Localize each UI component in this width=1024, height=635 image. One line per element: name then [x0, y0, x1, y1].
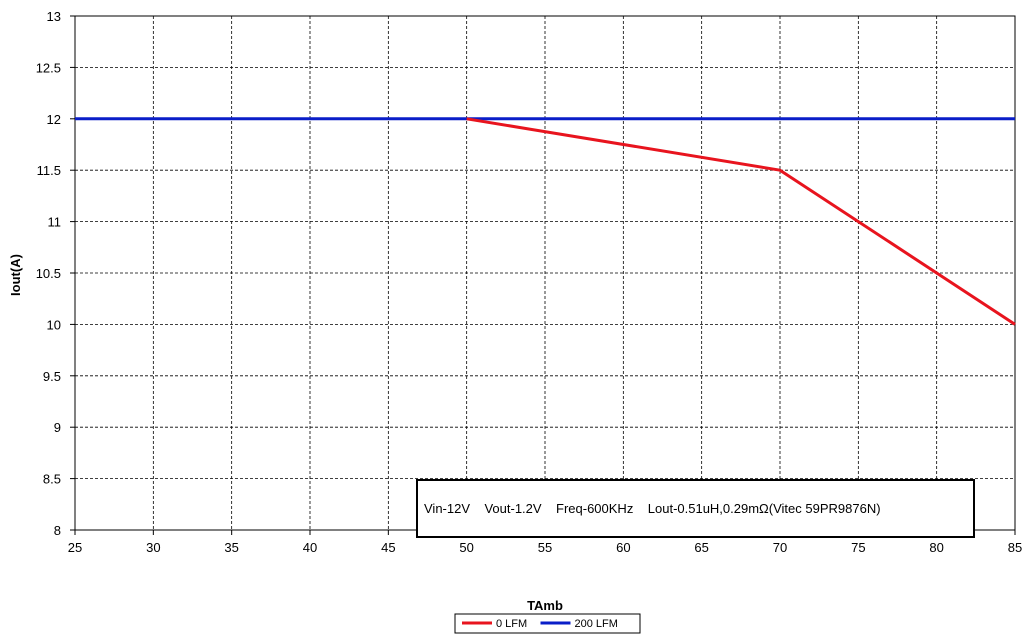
- x-tick-label: 85: [1008, 540, 1022, 555]
- y-tick-label: 12: [47, 112, 61, 127]
- x-tick-label: 50: [459, 540, 473, 555]
- y-tick-label: 8.5: [43, 472, 61, 487]
- y-tick-label: 11: [48, 215, 62, 230]
- y-tick-label: 9: [54, 420, 61, 435]
- x-tick-label: 55: [538, 540, 552, 555]
- series-line-0-lfm: [466, 117, 1016, 326]
- y-tick-label: 11.5: [37, 163, 61, 178]
- x-tick-label: 30: [146, 540, 160, 555]
- y-tick-label: 12.5: [36, 60, 61, 75]
- series-lines: [75, 117, 1016, 326]
- y-tick-label: 10: [47, 317, 61, 332]
- legend-label: 200 LFM: [575, 618, 618, 630]
- x-tick-label: 45: [381, 540, 395, 555]
- y-tick-label: 9.5: [43, 369, 61, 384]
- x-tick-label: 75: [851, 540, 865, 555]
- y-tick-label: 10.5: [36, 266, 61, 281]
- x-tick-label: 70: [773, 540, 787, 555]
- y-tick-label: 8: [54, 523, 61, 538]
- legend-label: 0 LFM: [496, 618, 527, 630]
- x-tick-labels: 25 30 35 40 45 50 55 60 65 70 75 80 85: [68, 530, 1022, 555]
- y-tick-label: 13: [47, 9, 61, 24]
- y-axis-title: Iout(A): [8, 254, 23, 296]
- x-tick-label: 65: [694, 540, 708, 555]
- y-tick-labels: 8 8.5 9 9.5 10 10.5 11 11.5 12 12.5 13: [36, 9, 75, 538]
- x-tick-label: 25: [68, 540, 82, 555]
- legend: 0 LFM 200 LFM: [454, 613, 641, 634]
- x-axis-title: TAmb: [527, 598, 563, 613]
- x-tick-label: 40: [303, 540, 317, 555]
- x-tick-label: 60: [616, 540, 630, 555]
- annotation-box: Vin-12V Vout-1.2V Freq-600KHz Lout-0.51u…: [416, 479, 975, 538]
- annotation-text: Vin-12V Vout-1.2V Freq-600KHz Lout-0.51u…: [424, 501, 881, 516]
- x-tick-label: 35: [224, 540, 238, 555]
- x-tick-label: 80: [929, 540, 943, 555]
